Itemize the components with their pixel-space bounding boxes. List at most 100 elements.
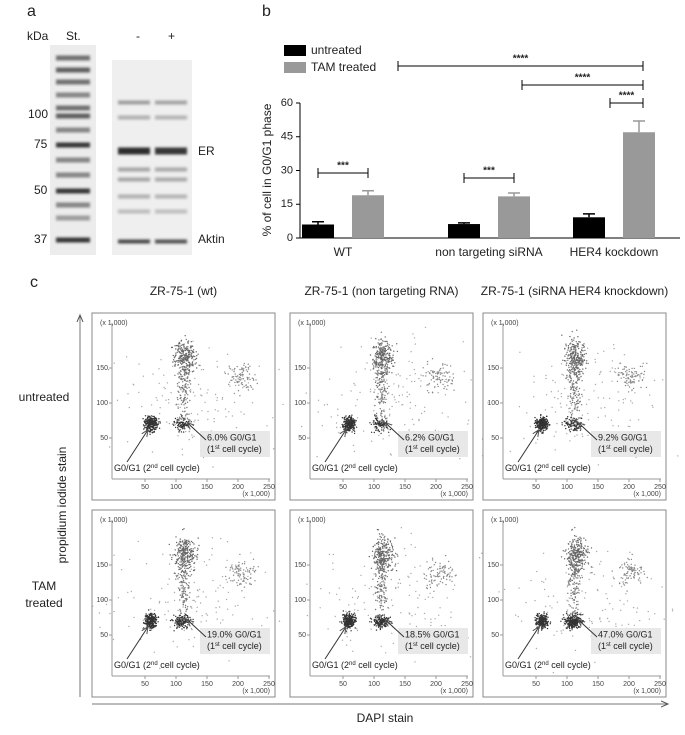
event-dot xyxy=(384,560,385,561)
event-dot xyxy=(386,363,387,364)
event-dot xyxy=(381,392,382,393)
event-dot xyxy=(179,367,180,368)
event-dot xyxy=(182,351,183,352)
event-dot xyxy=(566,404,567,405)
event-dot xyxy=(371,337,372,338)
event-dot xyxy=(182,425,183,426)
event-dot xyxy=(173,421,174,422)
event-dot xyxy=(582,433,583,434)
event-dot xyxy=(386,601,387,602)
event-dot xyxy=(395,553,396,554)
event-dot xyxy=(168,610,169,611)
event-dot xyxy=(184,589,185,590)
event-dot xyxy=(579,410,580,411)
event-dot xyxy=(191,569,192,570)
event-dot xyxy=(240,574,241,575)
event-dot xyxy=(344,421,345,422)
event-dot xyxy=(148,623,149,624)
event-dot xyxy=(428,392,429,393)
event-dot xyxy=(382,351,383,352)
event-dot xyxy=(187,419,188,420)
event-dot xyxy=(387,393,388,394)
event-dot xyxy=(575,345,576,346)
event-dot xyxy=(350,630,351,631)
row-label: untreated xyxy=(19,390,70,404)
event-dot xyxy=(181,414,182,415)
event-dot xyxy=(150,618,151,619)
event-dot xyxy=(540,431,541,432)
event-dot xyxy=(138,363,139,364)
event-dot xyxy=(389,547,390,548)
significance-label: **** xyxy=(513,54,529,65)
event-dot xyxy=(354,620,355,621)
event-dot xyxy=(240,583,241,584)
event-dot xyxy=(398,386,399,387)
event-dot xyxy=(186,600,187,601)
event-dot xyxy=(186,540,187,541)
event-dot xyxy=(565,428,566,429)
event-dot xyxy=(537,426,538,427)
event-dot xyxy=(249,570,250,571)
event-dot xyxy=(163,375,164,376)
event-dot xyxy=(384,614,385,615)
event-dot xyxy=(388,432,389,433)
event-dot xyxy=(185,391,186,392)
event-dot xyxy=(634,376,635,377)
bar xyxy=(352,195,384,238)
event-dot xyxy=(185,390,186,391)
x-tick-label: 250 xyxy=(654,484,666,491)
event-dot xyxy=(352,425,353,426)
event-dot xyxy=(146,620,147,621)
event-dot xyxy=(541,421,542,422)
event-dot xyxy=(129,407,130,408)
event-dot xyxy=(382,534,383,535)
band xyxy=(118,195,150,199)
y-tick-label: 150 xyxy=(294,562,306,569)
event-dot xyxy=(442,363,443,364)
event-dot xyxy=(178,345,179,346)
band xyxy=(118,116,150,120)
event-dot xyxy=(306,392,307,393)
event-dot xyxy=(383,429,384,430)
event-dot xyxy=(191,555,192,556)
event-dot xyxy=(622,374,623,375)
event-dot xyxy=(615,372,616,373)
event-dot xyxy=(564,348,565,349)
event-dot xyxy=(187,544,188,545)
event-dot xyxy=(175,616,176,617)
event-dot xyxy=(184,400,185,401)
event-dot xyxy=(222,397,223,398)
event-dot xyxy=(183,398,184,399)
event-dot xyxy=(387,558,388,559)
event-dot xyxy=(197,554,198,555)
event-dot xyxy=(342,417,343,418)
event-dot xyxy=(377,542,378,543)
event-dot xyxy=(384,416,385,417)
event-dot xyxy=(234,569,235,570)
event-dot xyxy=(143,424,144,425)
event-dot xyxy=(567,349,568,350)
event-dot xyxy=(396,554,397,555)
event-dot xyxy=(229,366,230,367)
significance-label: *** xyxy=(337,161,349,172)
event-dot xyxy=(519,352,520,353)
event-dot xyxy=(186,548,187,549)
event-dot xyxy=(152,373,153,374)
event-dot xyxy=(385,551,386,552)
lane-label: St. xyxy=(66,29,81,43)
significance-label: **** xyxy=(619,91,635,102)
event-dot xyxy=(336,427,337,428)
event-dot xyxy=(182,571,183,572)
event-dot xyxy=(222,619,223,620)
event-dot xyxy=(390,565,391,566)
event-dot xyxy=(387,566,388,567)
event-dot xyxy=(574,346,575,347)
event-dot xyxy=(599,374,600,375)
event-dot xyxy=(378,584,379,585)
event-dot xyxy=(623,377,624,378)
event-dot xyxy=(576,423,577,424)
event-dot xyxy=(568,354,569,355)
event-dot xyxy=(198,537,199,538)
event-dot xyxy=(190,552,191,553)
event-dot xyxy=(382,548,383,549)
